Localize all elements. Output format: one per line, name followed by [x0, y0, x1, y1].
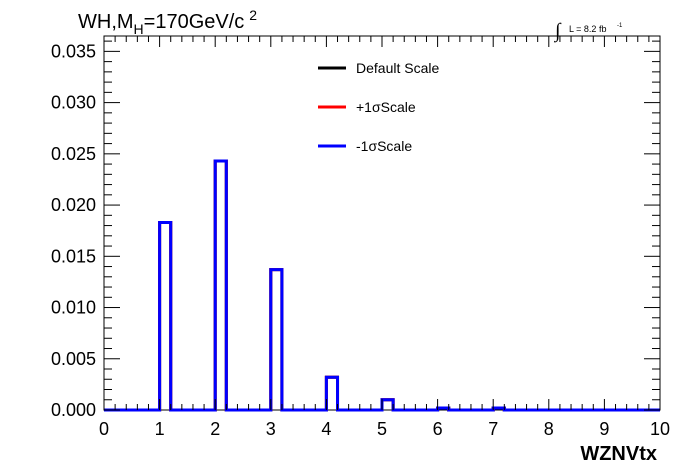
x-tick-label: 5: [377, 419, 387, 439]
x-tick-label: 9: [599, 419, 609, 439]
x-tick-label: 10: [650, 419, 670, 439]
legend-label: +1σScale: [356, 99, 416, 115]
luminosity-label: ∫ L = 8.2 fb -1: [553, 20, 623, 43]
legend-label: Default Scale: [356, 60, 439, 76]
x-tick-label: 3: [266, 419, 276, 439]
x-tick-label: 4: [321, 419, 331, 439]
x-tick-label: 7: [488, 419, 498, 439]
x-axis-label: WZNVtx: [580, 443, 657, 465]
y-tick-label: 0.005: [51, 349, 96, 369]
x-axis: 0 1 2 3 4 5 6 7 8 9 10: [99, 36, 670, 439]
y-axis: 0.000 0.005 0.010 0.015 0.020 0.025 0.030 0.035: [51, 40, 660, 420]
x-tick-label: 6: [433, 419, 443, 439]
legend: Default Scale +1σScale -1σScale: [318, 60, 439, 154]
svg-text:∫: ∫: [553, 20, 562, 43]
y-tick-label: 0.010: [51, 298, 96, 318]
svg-text:L = 8.2 fb: L = 8.2 fb: [569, 24, 606, 34]
x-tick-label: 8: [544, 419, 554, 439]
legend-label: -1σScale: [356, 138, 412, 154]
y-tick-label: 0.020: [51, 195, 96, 215]
x-tick-label: 2: [210, 419, 220, 439]
plot-frame: [103, 35, 661, 411]
y-tick-label: 0.025: [51, 144, 96, 164]
series-line-2: [104, 159, 660, 412]
y-tick-label: 0.000: [51, 400, 96, 420]
y-tick-label: 0.015: [51, 246, 96, 266]
histogram-bins: [104, 159, 660, 412]
svg-text:-1: -1: [617, 23, 623, 29]
y-tick-label: 0.035: [51, 41, 96, 61]
x-tick-label: 1: [155, 419, 165, 439]
x-tick-label: 0: [99, 419, 109, 439]
chart-title: WH,MH=170GeV/c 2: [78, 7, 257, 37]
y-tick-label: 0.030: [51, 93, 96, 113]
